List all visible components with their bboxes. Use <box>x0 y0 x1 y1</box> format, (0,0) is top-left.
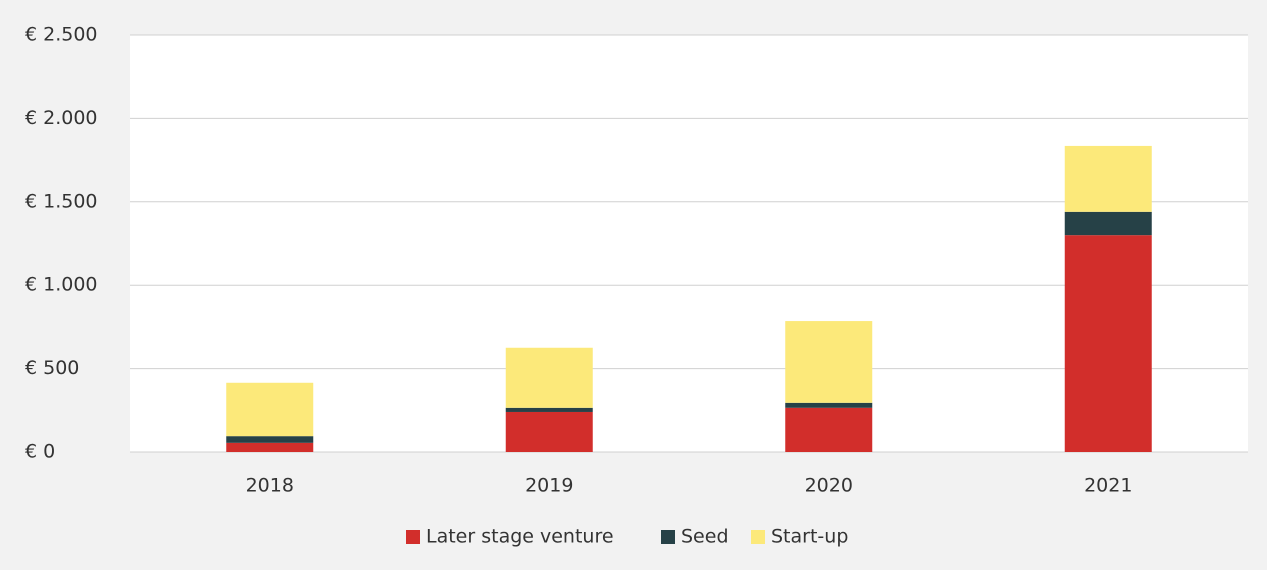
bar-segment <box>226 436 314 443</box>
bar-segment <box>505 407 593 412</box>
bar-segment <box>1064 235 1152 452</box>
bar-segment <box>226 382 314 437</box>
y-tick-label: € 1.500 <box>25 190 98 212</box>
bar-segment <box>1064 145 1152 212</box>
x-tick-label: 2021 <box>1084 475 1132 497</box>
x-tick-label: 2019 <box>525 475 573 497</box>
legend-label: Seed <box>681 526 729 548</box>
y-tick-label: € 0 <box>25 441 55 463</box>
legend-swatch <box>406 530 420 544</box>
bar-segment <box>505 347 593 408</box>
plot-area <box>130 35 1248 452</box>
legend-label: Start-up <box>771 526 848 548</box>
y-tick-label: € 2.000 <box>25 107 98 129</box>
legend-swatch <box>661 530 675 544</box>
y-tick-label: € 1.000 <box>25 274 98 296</box>
x-tick-label: 2020 <box>805 475 853 497</box>
bar-segment <box>785 407 873 452</box>
bar-segment <box>1064 211 1152 236</box>
bar-segment <box>226 442 314 452</box>
legend-swatch <box>751 530 765 544</box>
x-tick-label: 2018 <box>246 475 294 497</box>
bar-segment <box>785 321 873 403</box>
bar-segment <box>785 402 873 408</box>
legend-label: Later stage venture <box>426 526 614 548</box>
bar-segment <box>505 411 593 452</box>
y-tick-label: € 500 <box>25 357 79 379</box>
y-tick-label: € 2.500 <box>25 24 98 46</box>
